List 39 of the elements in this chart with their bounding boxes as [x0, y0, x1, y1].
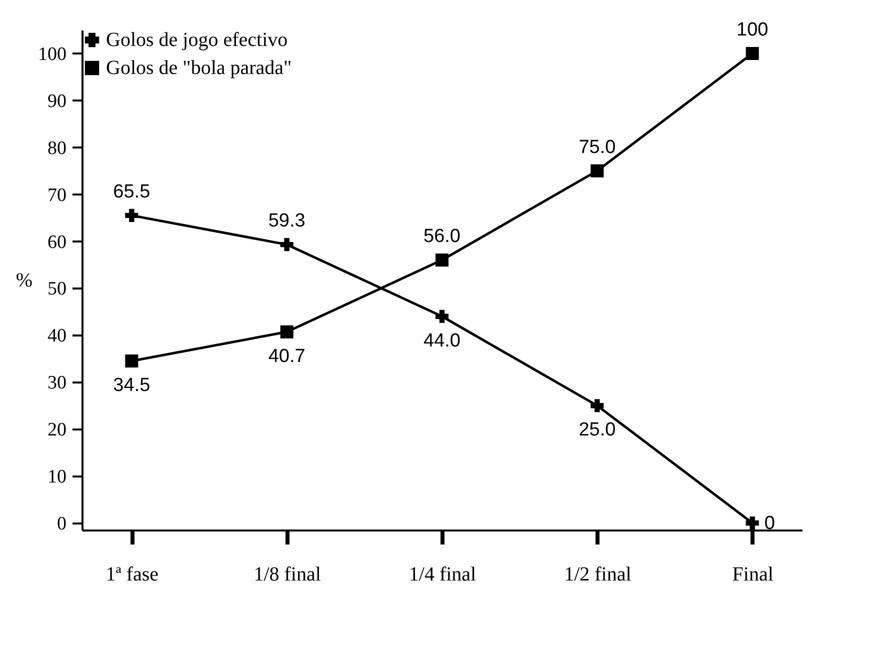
data-label: 65.5	[113, 181, 150, 202]
x-tick-label: 1/2 final	[564, 564, 632, 586]
y-tick-label: 80	[48, 138, 66, 159]
point	[125, 354, 138, 368]
data-label: 100	[736, 19, 768, 40]
y-axis-title: %	[16, 270, 32, 292]
point	[590, 399, 604, 412]
y-tick-label: 70	[48, 184, 66, 206]
y-tick-label: 50	[48, 278, 66, 300]
point	[746, 46, 759, 60]
point	[125, 208, 138, 222]
point	[746, 516, 759, 530]
data-label: 44.0	[424, 330, 460, 352]
legend-label: Golos de jogo efectivo	[106, 29, 288, 51]
data-label: 59.3	[268, 210, 306, 232]
data-label: 34.5	[113, 374, 150, 396]
point	[435, 310, 449, 323]
point	[280, 238, 294, 252]
y-tick-label: 100	[38, 44, 66, 65]
x-tick-label: 1/4 final	[408, 564, 477, 586]
y-tick-label: 0	[57, 513, 66, 534]
data-label: 40.7	[268, 346, 306, 367]
point	[280, 325, 294, 338]
legend-label: Golos de "bola parada"	[106, 57, 292, 79]
point	[590, 164, 604, 178]
data-label: 56.0	[424, 226, 460, 248]
y-tick-label: 10	[48, 466, 66, 488]
y-tick-label: 20	[48, 420, 66, 441]
x-tick-label: 1/8 final	[254, 564, 322, 586]
data-label: 25.0	[578, 420, 616, 441]
y-tick-label: 90	[48, 90, 66, 112]
x-tick-label: Final	[732, 564, 774, 586]
data-label: 75.0	[578, 136, 616, 158]
point	[435, 254, 449, 267]
y-tick-label: 30	[48, 372, 66, 394]
x-tick-label: 1ª fase	[106, 564, 159, 586]
y-tick-label: 60	[48, 232, 66, 253]
y-tick-label: 40	[48, 326, 66, 347]
data-label: 0	[764, 512, 775, 534]
